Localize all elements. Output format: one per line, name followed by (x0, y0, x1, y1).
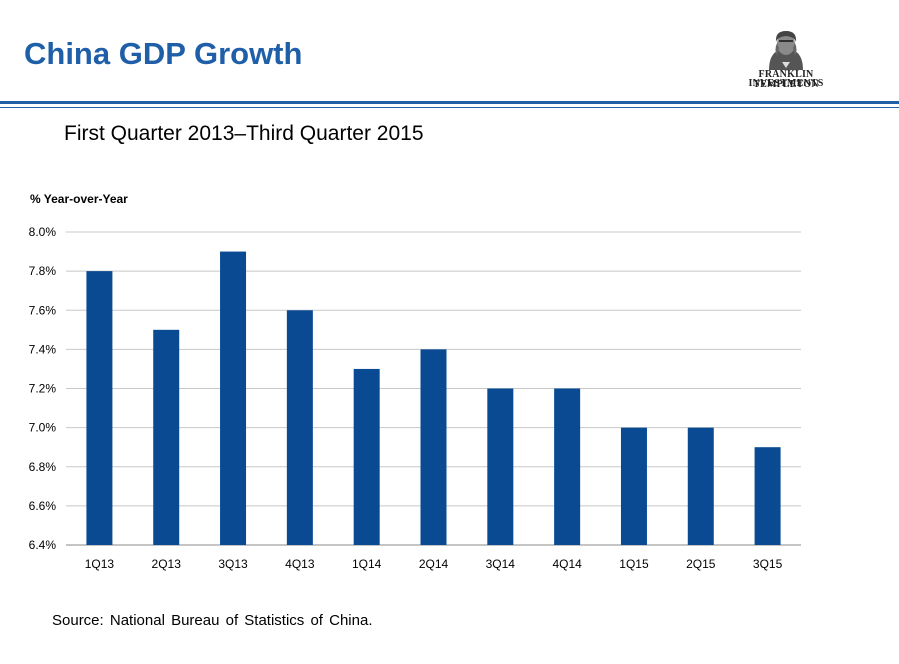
bar-1Q15 (620, 427, 647, 545)
bar-4Q14 (554, 388, 581, 545)
x-tick-label: 3Q14 (486, 557, 516, 571)
logo-text-line1: FRANKLIN TEMPLETON (753, 69, 819, 90)
x-tick-label: 2Q15 (686, 557, 716, 571)
logo-text-line2: INVESTMENTS (748, 78, 824, 89)
x-tick-label: 1Q15 (619, 557, 649, 571)
x-tick-label: 1Q14 (352, 557, 382, 571)
bar-3Q15 (754, 447, 781, 545)
bar-3Q13 (220, 251, 247, 545)
bar-2Q15 (687, 427, 714, 545)
bars (86, 251, 781, 545)
y-tick-label: 7.8% (29, 264, 57, 278)
gdp-bar-chart: 6.4% 6.6% 6.8% 7.0% 7.2% 7.4% 7.6% 7.8% 8.0% 1Q1… (29, 192, 801, 571)
y-tick-label: 7.4% (29, 342, 57, 356)
bar-2Q14 (420, 349, 447, 545)
header-rule-thin (0, 107, 899, 108)
x-tick-label: 3Q15 (753, 557, 783, 571)
y-tick-labels: 6.4% 6.6% 6.8% 7.0% 7.2% 7.4% 7.6% 7.8% 8.0% (29, 225, 57, 552)
y-tick-label: 7.0% (29, 421, 57, 435)
bar-2Q13 (153, 329, 180, 545)
x-tick-label: 4Q13 (285, 557, 315, 571)
y-tick-label: 6.4% (29, 538, 57, 552)
y-tick-label: 8.0% (29, 225, 57, 239)
bar-1Q13 (86, 271, 113, 545)
bar-1Q14 (353, 368, 380, 545)
page-title: China GDP Growth (24, 36, 303, 71)
bar-3Q14 (487, 388, 514, 545)
chart-subtitle: First Quarter 2013–Third Quarter 2015 (64, 122, 424, 145)
franklin-templeton-logo: FRANKLIN TEMPLETON INVESTMENTS (727, 28, 845, 90)
franklin-portrait-icon (769, 31, 803, 70)
y-tick-label: 7.2% (29, 382, 57, 396)
y-axis-label: % Year-over-Year (30, 192, 128, 206)
x-tick-labels: 1Q13 2Q13 3Q13 4Q13 1Q14 2Q14 3Q14 4Q14 1Q15 2Q15… (85, 557, 783, 571)
x-tick-label: 2Q14 (419, 557, 449, 571)
y-tick-label: 6.8% (29, 460, 57, 474)
bar-4Q13 (286, 310, 313, 545)
x-tick-label: 3Q13 (218, 557, 248, 571)
header-rule-thick (0, 101, 899, 104)
x-tick-label: 2Q13 (152, 557, 182, 571)
x-tick-label: 4Q14 (552, 557, 582, 571)
source-note: Source: National Bureau of Statistics of… (52, 612, 373, 629)
y-tick-label: 6.6% (29, 499, 57, 513)
y-tick-label: 7.6% (29, 303, 57, 317)
x-tick-label: 1Q13 (85, 557, 115, 571)
